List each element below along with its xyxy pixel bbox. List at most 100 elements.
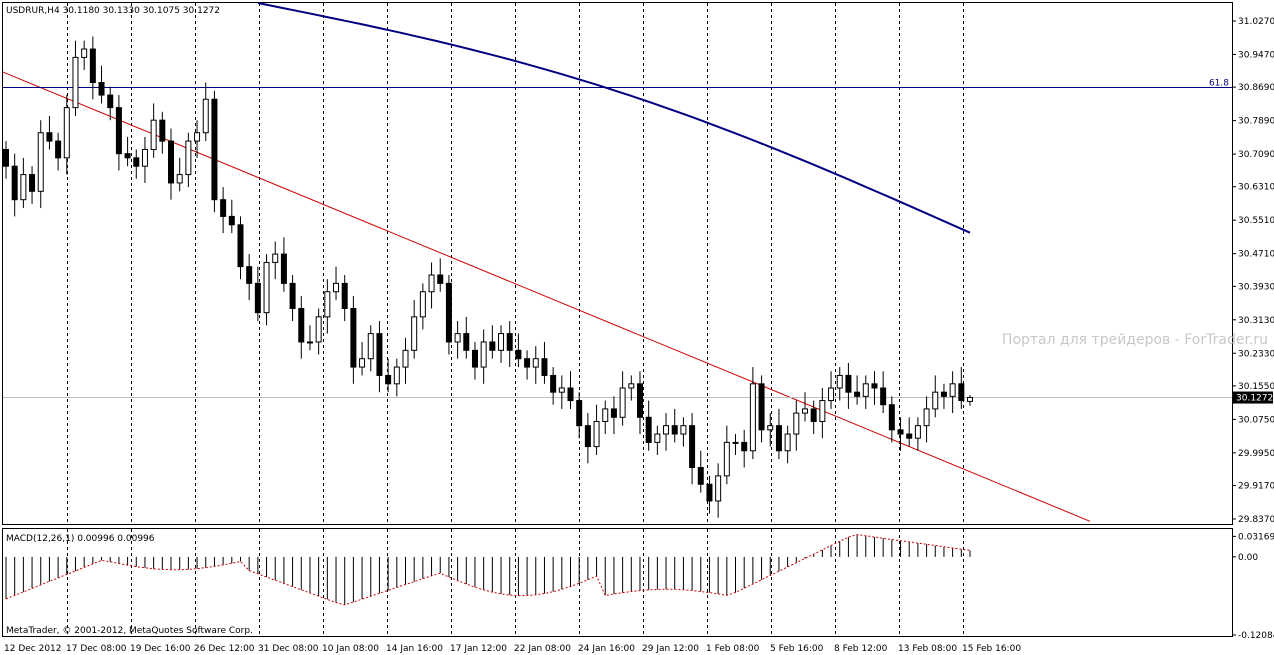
candle (732, 434, 739, 455)
trendline (2, 71, 1091, 522)
candle (124, 136, 131, 167)
candle (237, 216, 244, 280)
candle (46, 115, 53, 150)
candle (854, 375, 861, 405)
candle (871, 371, 878, 405)
candle (967, 395, 973, 406)
time-label: 15 Feb 16:00 (962, 644, 1021, 654)
candle (775, 408, 782, 460)
candle (29, 166, 36, 204)
candle (610, 396, 617, 435)
vertical-grid (67, 3, 964, 636)
price-tick-label: 30.7890 (1238, 117, 1274, 127)
price-tick-label: 30.2330 (1238, 349, 1274, 359)
candle (298, 295, 305, 359)
candle (150, 103, 157, 158)
candle (115, 95, 122, 171)
candle (567, 371, 574, 409)
candle (532, 346, 539, 384)
chart-header: USDRUR,H4 30.1180 30.1330 30.1075 30.127… (6, 6, 220, 16)
price-tick-label: 30.8690 (1238, 83, 1274, 93)
candle (793, 400, 800, 451)
candle (168, 128, 175, 200)
candle (654, 425, 661, 455)
candle (888, 396, 895, 443)
current-price-label: 30.1272 (1236, 394, 1273, 404)
macd-signal-line (5, 534, 971, 606)
time-label: 29 Jan 12:00 (642, 644, 699, 654)
macd-panel-frame (2, 528, 1233, 637)
fibo-label: 61.8 (1209, 79, 1229, 89)
candle (758, 375, 765, 443)
price-tick-label: 30.6310 (1238, 183, 1274, 193)
candle (315, 308, 322, 355)
candle (159, 111, 166, 154)
time-label: 24 Jan 16:00 (578, 644, 635, 654)
candle (37, 120, 44, 209)
time-label: 10 Jan 08:00 (322, 644, 379, 654)
candle (940, 383, 947, 409)
candle (437, 258, 444, 292)
candle (715, 463, 722, 518)
candle (324, 279, 331, 334)
time-label: 26 Dec 12:00 (194, 644, 255, 654)
candle (819, 387, 826, 439)
price-tick-label: 30.3930 (1238, 282, 1274, 292)
candles (3, 36, 973, 518)
candle (176, 157, 183, 192)
candle (810, 400, 817, 435)
candle (133, 149, 140, 179)
candle (272, 241, 279, 280)
copyright: MetaTrader, © 2001-2012, MetaQuotes Soft… (6, 626, 253, 636)
candle (593, 404, 600, 455)
candle (411, 300, 418, 359)
candle (636, 371, 643, 435)
candle (254, 266, 261, 322)
candle (194, 120, 201, 158)
candle (246, 254, 253, 301)
candle (671, 408, 678, 443)
candle (471, 341, 478, 380)
candle (454, 321, 461, 359)
candle (289, 275, 296, 322)
time-label: 13 Feb 08:00 (898, 644, 957, 654)
moving-average (257, 2, 971, 234)
candle (89, 36, 96, 100)
candle (524, 350, 531, 380)
candle (680, 417, 687, 447)
candle (3, 141, 9, 179)
candle (880, 371, 887, 414)
price-tick-label: 29.9950 (1238, 449, 1274, 459)
candle (741, 429, 748, 468)
ohlc-values: 30.1180 30.1330 30.1075 30.1272 (63, 6, 220, 16)
macd-tick-label: -0.12084 (1238, 631, 1274, 641)
price-tick-label: 30.0750 (1238, 415, 1274, 425)
price-tick-label: 29.9170 (1238, 482, 1274, 492)
candle (689, 413, 696, 485)
candle (202, 82, 209, 142)
candle (506, 321, 513, 368)
candle (428, 262, 435, 309)
candle (11, 153, 18, 217)
ma-line (257, 2, 971, 234)
candle (185, 132, 192, 188)
candle (949, 371, 956, 414)
candle (306, 325, 313, 351)
candle (280, 237, 287, 292)
time-label: 17 Dec 08:00 (66, 644, 127, 654)
candle (897, 417, 904, 451)
candle (663, 413, 670, 451)
trendline-segment (2, 71, 1091, 522)
candle (619, 371, 626, 426)
candle (645, 400, 652, 451)
candle (628, 375, 635, 401)
candle (862, 375, 869, 409)
candle (576, 392, 583, 439)
candle (828, 371, 835, 409)
price-tick-label: 29.8370 (1238, 515, 1274, 525)
time-label: 8 Feb 12:00 (834, 644, 888, 654)
time-axis: 12 Dec 2012 17 Dec 08:00 19 Dec 16:00 26 De… (4, 644, 1021, 654)
candle (541, 341, 548, 384)
time-label: 1 Feb 08:00 (706, 644, 760, 654)
